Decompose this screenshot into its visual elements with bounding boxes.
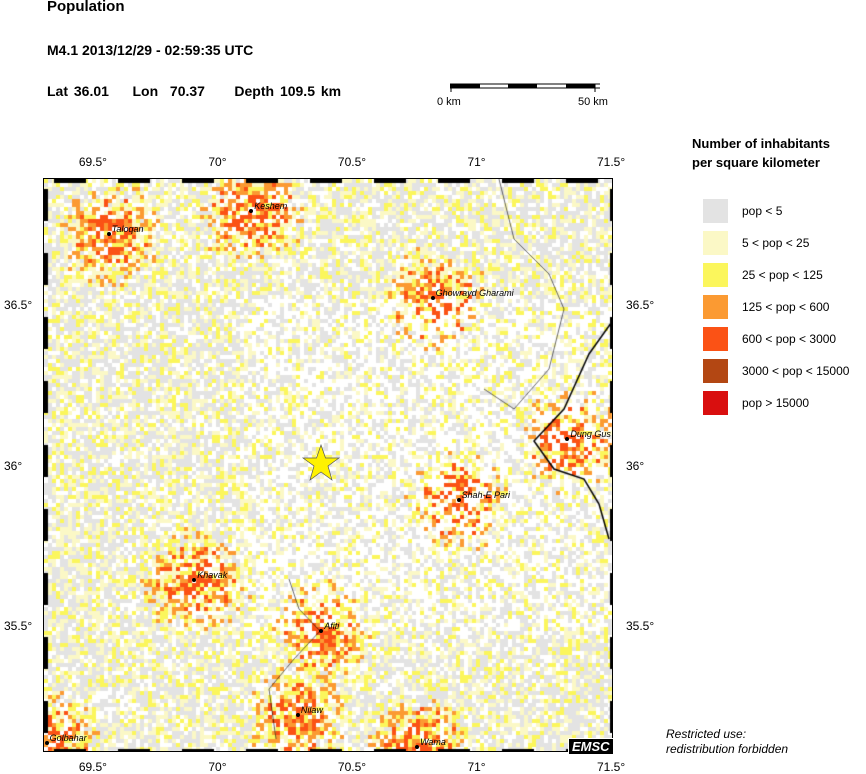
city-label: Afiti	[324, 621, 340, 632]
city-marker	[415, 744, 420, 749]
city-marker	[106, 231, 111, 236]
city-marker	[44, 741, 49, 746]
lat-tick-label: 35.5°	[626, 618, 655, 633]
legend-swatch	[703, 231, 728, 255]
city-label: Shah-E Pari	[461, 489, 511, 500]
legend-item: pop < 5	[703, 199, 782, 223]
legend-title-line2: per square kilometer	[692, 155, 820, 170]
restriction-line2: redistribution forbidden	[666, 742, 789, 756]
lon-tick-label: 69.5°	[78, 155, 107, 169]
lon-tick-label: 69.5°	[78, 760, 107, 774]
legend-item: 3000 < pop < 15000	[703, 359, 849, 383]
legend-swatch	[703, 327, 728, 351]
legend-item: 600 < pop < 3000	[703, 327, 836, 351]
city-marker	[430, 295, 435, 300]
city-label: Taloqan	[111, 223, 144, 234]
city-marker	[192, 577, 197, 582]
legend-label: 3000 < pop < 15000	[742, 364, 850, 378]
legend-item: 25 < pop < 125	[703, 263, 823, 287]
legend-item: pop > 15000	[703, 391, 809, 415]
map-title: Population	[47, 0, 125, 15]
lon-tick-label: 70°	[208, 760, 227, 774]
lat-tick-label: 35.5°	[4, 618, 33, 633]
legend-label: 600 < pop < 3000	[742, 332, 837, 346]
lon-tick-label: 71.5°	[597, 760, 626, 774]
city-marker	[565, 436, 570, 441]
legend-title-line1: Number of inhabitants	[692, 136, 830, 151]
lon-tick-label: 70°	[208, 155, 227, 169]
city-marker	[319, 629, 324, 634]
epicenter-star-icon	[302, 444, 341, 482]
city-label: Wama	[420, 736, 446, 747]
lat-tick-label: 36.5°	[626, 298, 655, 313]
scale-start: 0 km	[437, 96, 461, 108]
lat-tick-label: 36°	[4, 458, 23, 473]
legend-swatch	[703, 199, 728, 223]
city-label: Khavak	[197, 569, 228, 580]
legend-label: 25 < pop < 125	[742, 268, 823, 282]
city-marker	[295, 712, 300, 717]
legend-swatch	[703, 359, 728, 383]
lon-tick-label: 71°	[467, 760, 486, 774]
lat-tick-label: 36.5°	[4, 298, 33, 313]
city-label: Nilaw	[300, 704, 323, 715]
lon-tick-label: 71°	[467, 155, 486, 169]
legend-swatch	[703, 263, 728, 287]
lat-tick-label: 36°	[626, 458, 645, 473]
event-location: Lat 36.01 Lon 70.37 Depth 109.5 km	[47, 83, 342, 99]
restriction-line1: Restricted use:	[666, 727, 747, 741]
legend-item: 125 < pop < 600	[703, 295, 829, 319]
legend-label: 125 < pop < 600	[742, 300, 830, 314]
city-label: Ghowrayd Gharami	[435, 287, 514, 298]
legend-label: pop > 15000	[742, 396, 810, 410]
legend-title: Number of inhabitants per square kilomete…	[692, 134, 830, 172]
lon-tick-label: 70.5°	[337, 760, 367, 774]
lon-tick-label: 70.5°	[337, 155, 367, 169]
city-label: Keshem	[254, 201, 288, 212]
population-map[interactable]: Taloqan Keshem Ghowrayd Gharami Dung Gus Sha…	[43, 178, 613, 752]
legend-item: 5 < pop < 25	[703, 231, 809, 255]
scale-end: 50 km	[578, 96, 608, 108]
city-marker	[456, 497, 461, 502]
city-label: Golbahar	[49, 733, 87, 744]
restriction-note: Restricted use: redistribution forbidden	[666, 727, 788, 757]
lon-tick-label: 71.5°	[597, 155, 626, 169]
legend-swatch	[703, 391, 728, 415]
legend-label: pop < 5	[742, 204, 783, 218]
city-label: Dung Gus	[570, 428, 611, 439]
legend-swatch	[703, 295, 728, 319]
emsc-logo: EMSC	[568, 738, 614, 755]
event-info: M4.1 2013/12/29 - 02:59:35 UTC	[47, 42, 254, 58]
legend-label: 5 < pop < 25	[742, 236, 810, 250]
city-marker	[249, 209, 254, 214]
scale-bar	[450, 83, 600, 92]
